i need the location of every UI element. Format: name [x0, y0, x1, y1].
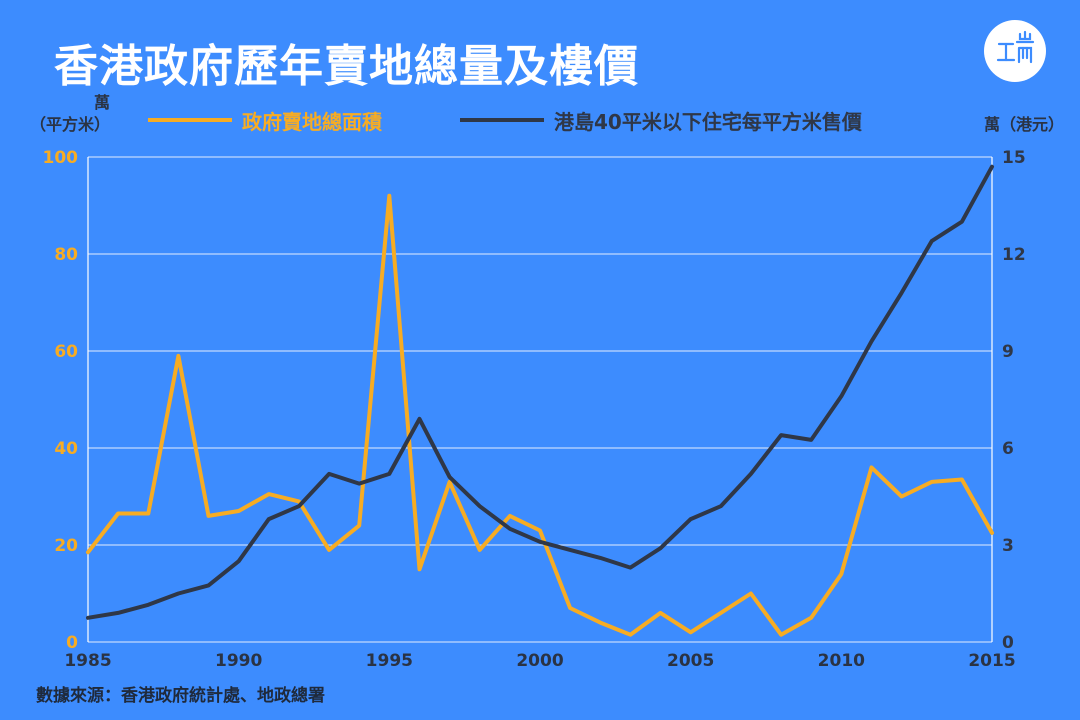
x-tick-label-4: 2005 [667, 651, 714, 671]
right-tick-label-3: 9 [1002, 342, 1014, 362]
series-line-price [86, 164, 994, 620]
left-tick-label-1: 20 [54, 536, 78, 556]
legend-swatch-price [460, 118, 544, 122]
page-title: 香港政府歷年賣地總量及樓價 [54, 41, 639, 92]
legend-item-price: 港島40平米以下住宅每平方米售價 [460, 108, 862, 134]
x-tick-label-1: 1990 [215, 651, 262, 671]
left-axis-unit: 萬 （平方米） [18, 92, 110, 136]
left-axis-unit-line-2: （平方米） [29, 115, 110, 134]
initium-logo-icon [984, 20, 1046, 82]
left-tick-label-2: 40 [54, 439, 78, 459]
x-tick-label-3: 2000 [516, 651, 563, 671]
logo-mark-icon [985, 21, 1045, 81]
x-tick-label-6: 2015 [968, 651, 1015, 671]
right-tick-label-2: 6 [1002, 439, 1014, 459]
right-tick-label-5: 15 [1002, 148, 1026, 168]
left-tick-label-5: 100 [43, 148, 79, 168]
x-tick-label-2: 1995 [366, 651, 413, 671]
data-source-note: 數據來源：香港政府統計處、地政總署 [36, 686, 325, 706]
left-tick-label-4: 80 [54, 245, 78, 265]
right-tick-label-0: 0 [1002, 633, 1014, 653]
legend-swatch-land-area [148, 118, 232, 122]
legend-label-land-area: 政府賣地總面積 [242, 109, 382, 134]
series-line-land-area [86, 193, 994, 637]
left-tick-label-0: 0 [66, 633, 78, 653]
x-tick-label-5: 2010 [818, 651, 865, 671]
right-tick-label-1: 3 [1002, 536, 1014, 556]
right-tick-label-4: 12 [1002, 245, 1026, 265]
left-axis-unit-line-1: 萬 [93, 93, 110, 112]
left-tick-label-3: 60 [54, 342, 78, 362]
legend-item-land-area: 政府賣地總面積 [148, 108, 382, 134]
right-axis-unit: 萬（港元） [984, 115, 1065, 134]
legend-label-price: 港島40平米以下住宅每平方米售價 [554, 109, 862, 134]
x-tick-label-0: 1985 [64, 651, 111, 671]
